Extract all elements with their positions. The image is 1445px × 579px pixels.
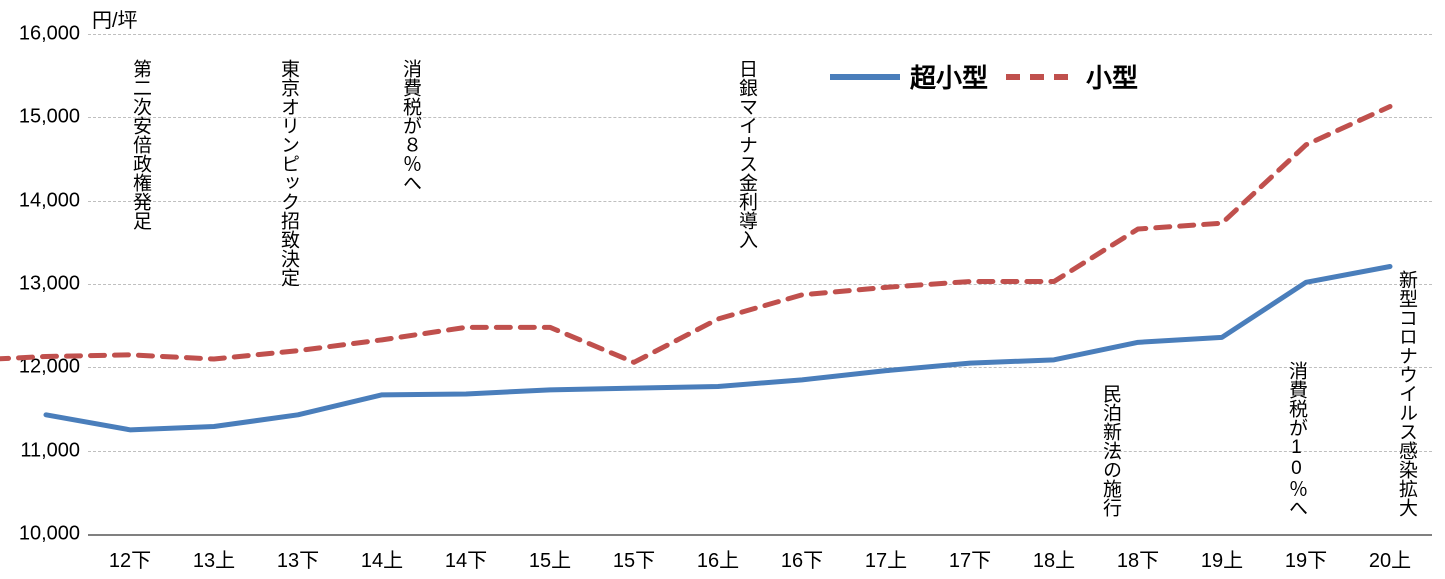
x-tick-label: 14下 bbox=[445, 544, 487, 573]
plot-area: 超小型 小型 第二次安倍政権発足 東京オリンピック招致決定 消費税が８％へ 日銀マイナス… bbox=[88, 34, 1432, 534]
x-tick-label: 12下 bbox=[109, 544, 151, 573]
y-axis-unit-label: 円/坪 bbox=[92, 4, 138, 33]
x-tick-label: 15上 bbox=[529, 544, 571, 573]
legend-swatch bbox=[830, 72, 900, 82]
x-tick-label: 18下 bbox=[1117, 544, 1159, 573]
legend-label: 超小型 bbox=[910, 58, 988, 95]
x-tick-label: 15下 bbox=[613, 544, 655, 573]
annotation: 第二次安倍政権発足 bbox=[130, 59, 150, 230]
x-tick-label: 14上 bbox=[361, 544, 403, 573]
y-tick-label: 14,000 bbox=[10, 189, 80, 212]
annotation: 消費税が８％へ bbox=[400, 59, 420, 192]
x-tick-label: 17下 bbox=[949, 544, 991, 573]
x-tick-label: 19下 bbox=[1285, 544, 1327, 573]
x-tick-label: 13下 bbox=[277, 544, 319, 573]
annotation: 消費税が10％へ bbox=[1286, 361, 1306, 517]
legend-label: 小型 bbox=[1086, 58, 1138, 95]
x-tick-label: 16上 bbox=[697, 544, 739, 573]
series-line-超小型 bbox=[46, 267, 1390, 430]
x-tick-label: 18上 bbox=[1033, 544, 1075, 573]
legend-item-小型: 小型 bbox=[1006, 58, 1138, 95]
annotation: 新型コロナウイルス感染拡大 bbox=[1396, 270, 1416, 517]
y-tick-label: 16,000 bbox=[10, 23, 80, 46]
legend: 超小型 小型 bbox=[830, 58, 1138, 95]
y-tick-label: 10,000 bbox=[10, 523, 80, 546]
annotation: 東京オリンピック招致決定 bbox=[278, 59, 298, 287]
y-tick-label: 11,000 bbox=[10, 439, 80, 462]
y-tick-label: 13,000 bbox=[10, 273, 80, 296]
rent-trend-chart: 円/坪 10,00011,00012,00013,00014,00015,000… bbox=[0, 0, 1445, 579]
legend-item-超小型: 超小型 bbox=[830, 58, 988, 95]
legend-swatch bbox=[1006, 72, 1076, 82]
x-tick-label: 16下 bbox=[781, 544, 823, 573]
annotation: 民泊新法の施行 bbox=[1100, 384, 1120, 517]
x-tick-label: 17上 bbox=[865, 544, 907, 573]
x-axis-baseline bbox=[88, 534, 1432, 536]
x-tick-label: 19上 bbox=[1201, 544, 1243, 573]
annotation: 日銀マイナス金利導入 bbox=[736, 59, 756, 249]
y-tick-label: 15,000 bbox=[10, 106, 80, 129]
series-line-小型 bbox=[0, 107, 1390, 363]
x-tick-label: 20上 bbox=[1369, 544, 1411, 573]
x-tick-label: 13上 bbox=[193, 544, 235, 573]
